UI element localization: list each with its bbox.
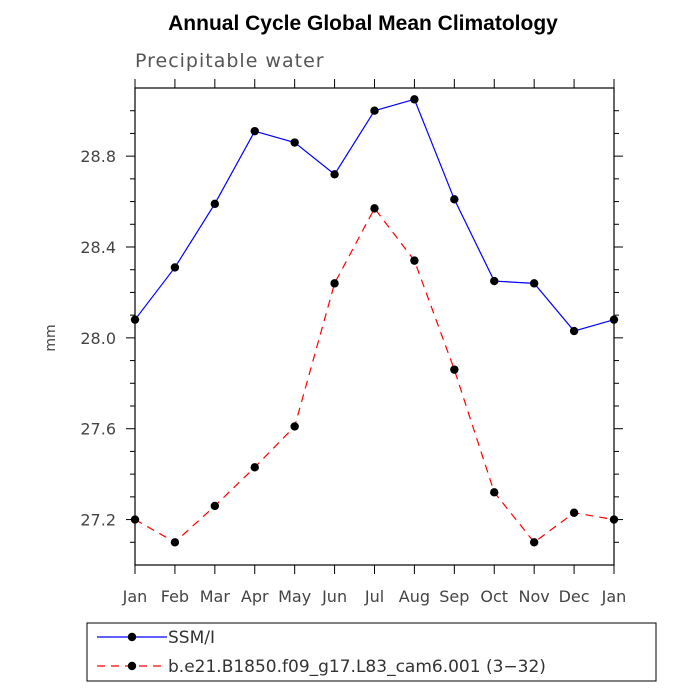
x-tick-label: Jan [122, 587, 148, 606]
chart-title: Annual Cycle Global Mean Climatology [168, 12, 558, 35]
y-tick-label: 28.0 [80, 329, 116, 348]
series-1-point [410, 256, 419, 265]
series-0-point [529, 279, 539, 288]
series-1-point [450, 365, 459, 374]
series-0-point [170, 263, 180, 272]
series-line-0 [134, 98, 615, 332]
series-1-point [130, 515, 140, 524]
y-tick-label: 28.8 [80, 147, 116, 166]
legend-marker-ssmi [127, 632, 137, 642]
plot-frame [134, 87, 615, 566]
series-0-point [450, 195, 459, 204]
series-0-point [370, 106, 379, 115]
legend-marker-model [127, 661, 137, 671]
series-1-point [330, 279, 339, 288]
y-tick-label: 27.6 [80, 420, 116, 439]
y-axis-label: mm [43, 324, 59, 351]
series-0-point [250, 126, 259, 136]
x-tick-label: Dec [559, 587, 590, 606]
series-0-point [410, 95, 419, 104]
x-tick-label: Mar [200, 587, 231, 606]
series-1-point [370, 204, 379, 213]
x-tick-label: May [278, 587, 311, 606]
x-tick-label: Oct [480, 587, 508, 606]
series-1-point [609, 515, 619, 524]
x-tick-label: Feb [161, 587, 189, 606]
series-0-point [609, 315, 619, 324]
x-tick-label: Aug [399, 587, 430, 606]
legend-box [86, 622, 657, 682]
x-tick-labels: Jan Feb Mar Apr May Jun Jul Aug Sep Oct Nov Dec Jan [122, 587, 627, 606]
series-1-point [569, 508, 579, 517]
x-tick-label: Jan [601, 587, 627, 606]
series-1-point [290, 422, 299, 431]
legend-label-ssmi: SSM/I [168, 628, 215, 648]
x-tick-label: Jun [321, 587, 347, 606]
tick-marks [126, 79, 623, 574]
series-line-1 [134, 207, 615, 544]
series-1-point [250, 463, 259, 472]
series-0-point [210, 199, 220, 209]
y-tick-labels: 27.2 27.6 28.0 28.4 28.8 [80, 147, 116, 529]
y-tick-label: 28.4 [80, 238, 116, 257]
chart-subtitle: Precipitable water [135, 50, 325, 72]
x-tick-label: Jul [364, 587, 384, 606]
series-1-point [529, 538, 539, 547]
x-tick-label: Sep [439, 587, 469, 606]
legend-entry-model: b.e21.B1850.f09_g17.L83_cam6.001 (3−32) [97, 657, 546, 677]
series-1-point [170, 538, 180, 547]
x-tick-label: Nov [519, 587, 550, 606]
series-1-point [490, 488, 499, 497]
series-0-point [130, 315, 140, 324]
y-tick-label: 27.2 [80, 511, 116, 530]
series-layer [130, 95, 619, 547]
series-1-point [210, 501, 220, 511]
legend-entry-ssmi: SSM/I [97, 628, 215, 648]
legend-label-model: b.e21.B1850.f09_g17.L83_cam6.001 (3−32) [168, 657, 546, 677]
x-tick-label: Apr [241, 587, 269, 606]
series-0-point [290, 138, 299, 147]
series-0-point [330, 170, 339, 179]
series-0-point [490, 276, 499, 286]
series-0-point [569, 326, 579, 336]
